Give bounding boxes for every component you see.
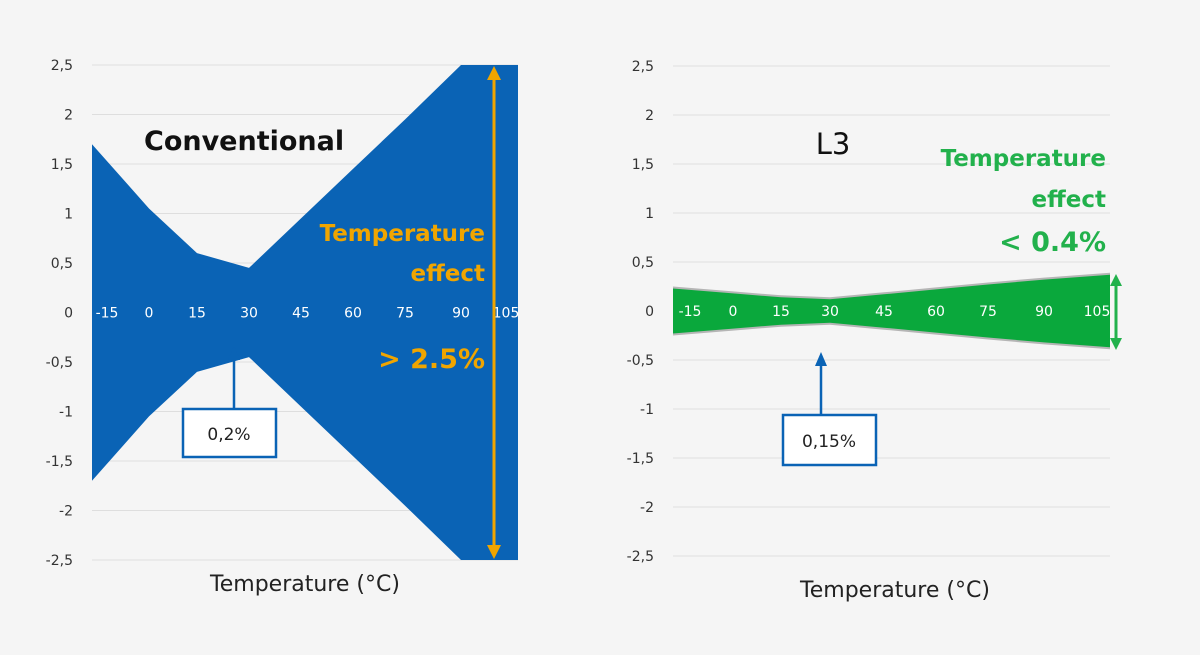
y-tick-label: 1 — [645, 206, 654, 222]
effect-label-line2: effect — [411, 261, 485, 287]
min-callout-box — [781, 413, 878, 467]
y-tick-label: -2,5 — [627, 549, 654, 565]
x-tick-label: 45 — [875, 304, 893, 320]
x-axis-label: Temperature (°C) — [209, 572, 400, 597]
effect-label-line1: Temperature — [320, 221, 485, 247]
y-tick-label: -2,5 — [46, 553, 73, 569]
x-tick-label: -15 — [679, 304, 702, 320]
effect-range-arrow — [1110, 274, 1122, 350]
y-tick-label: -2 — [640, 500, 654, 516]
effect-range-arrow — [487, 66, 501, 559]
y-tick-label: 2,5 — [51, 58, 73, 74]
conventional-chart: 2,5 2 1,5 1 0,5 0 -0,5 -1 -1,5 -2 -2,5 -15 0 15 30 45 6… — [46, 58, 520, 597]
x-tick-label: 15 — [188, 306, 206, 322]
chart-title: L3 — [816, 127, 851, 161]
y-tick-label: 1,5 — [51, 157, 73, 173]
x-tick-label: 0 — [145, 306, 154, 322]
l3-band — [673, 274, 1110, 348]
x-tick-label: 60 — [927, 304, 945, 320]
effect-value: < 0.4% — [999, 227, 1106, 258]
x-tick-label: -15 — [96, 306, 119, 322]
y-tick-label: 1,5 — [632, 157, 654, 173]
min-callout-text: 0,15% — [802, 432, 856, 452]
x-tick-label: 105 — [1084, 304, 1111, 320]
y-tick-label: -1 — [640, 402, 654, 418]
chart-title: Conventional — [144, 126, 344, 157]
y-tick-label: 2 — [64, 108, 73, 124]
y-tick-label: 2 — [645, 108, 654, 124]
y-tick-label: -1,5 — [627, 451, 654, 467]
min-callout-box — [181, 407, 278, 459]
y-tick-label: -0,5 — [627, 353, 654, 369]
effect-label-line1: Temperature — [941, 146, 1106, 172]
y-tick-label: 0 — [64, 306, 73, 322]
x-tick-labels: -15 0 15 30 45 60 75 90 105 — [679, 304, 1111, 320]
y-tick-label: -1,5 — [46, 454, 73, 470]
x-tick-label: 105 — [493, 306, 520, 322]
y-tick-label: -2 — [59, 504, 73, 520]
x-tick-labels: -15 0 15 30 45 60 75 90 105 — [96, 306, 520, 322]
y-tick-label: -1 — [59, 405, 73, 421]
y-tick-labels: 2,5 2 1,5 1 0,5 0 -0,5 -1 -1,5 -2 -2,5 — [46, 58, 73, 569]
y-tick-label: 0,5 — [632, 255, 654, 271]
min-callout-arrow — [228, 346, 240, 408]
effect-value: > 2.5% — [378, 344, 485, 375]
x-axis-label: Temperature (°C) — [799, 578, 990, 603]
x-tick-label: 30 — [240, 306, 258, 322]
conventional-band — [92, 65, 518, 560]
l3-chart: 2,5 2 1,5 1 0,5 0 -0,5 -1 -1,5 -2 -2,5 -15 0 15 30 45 6… — [627, 59, 1122, 603]
y-tick-label: 1 — [64, 207, 73, 223]
effect-label-line2: effect — [1032, 187, 1106, 213]
y-tick-label: 0,5 — [51, 256, 73, 272]
y-tick-labels: 2,5 2 1,5 1 0,5 0 -0,5 -1 -1,5 -2 -2,5 — [627, 59, 654, 565]
x-tick-label: 75 — [396, 306, 414, 322]
x-tick-label: 90 — [452, 306, 470, 322]
x-tick-label: 60 — [344, 306, 362, 322]
x-tick-label: 90 — [1035, 304, 1053, 320]
x-tick-label: 45 — [292, 306, 310, 322]
y-tick-label: 0 — [645, 304, 654, 320]
y-tick-label: 2,5 — [632, 59, 654, 75]
x-tick-label: 15 — [772, 304, 790, 320]
x-tick-label: 30 — [821, 304, 839, 320]
min-callout-arrow — [815, 352, 827, 414]
x-tick-label: 0 — [729, 304, 738, 320]
min-callout-text: 0,2% — [207, 425, 250, 445]
y-tick-label: -0,5 — [46, 355, 73, 371]
x-tick-label: 75 — [979, 304, 997, 320]
